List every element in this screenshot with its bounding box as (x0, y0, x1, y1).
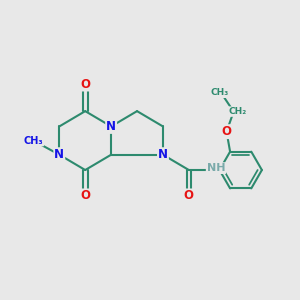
Text: O: O (184, 189, 194, 203)
Text: CH₃: CH₃ (24, 136, 43, 146)
Text: N: N (106, 120, 116, 133)
Text: CH₂: CH₂ (228, 107, 246, 116)
Text: NH: NH (207, 163, 225, 173)
Text: N: N (158, 148, 168, 161)
Text: O: O (222, 125, 232, 138)
Text: O: O (80, 77, 90, 91)
Text: CH₃: CH₃ (210, 88, 229, 97)
Text: N: N (54, 148, 64, 161)
Text: O: O (80, 189, 90, 203)
